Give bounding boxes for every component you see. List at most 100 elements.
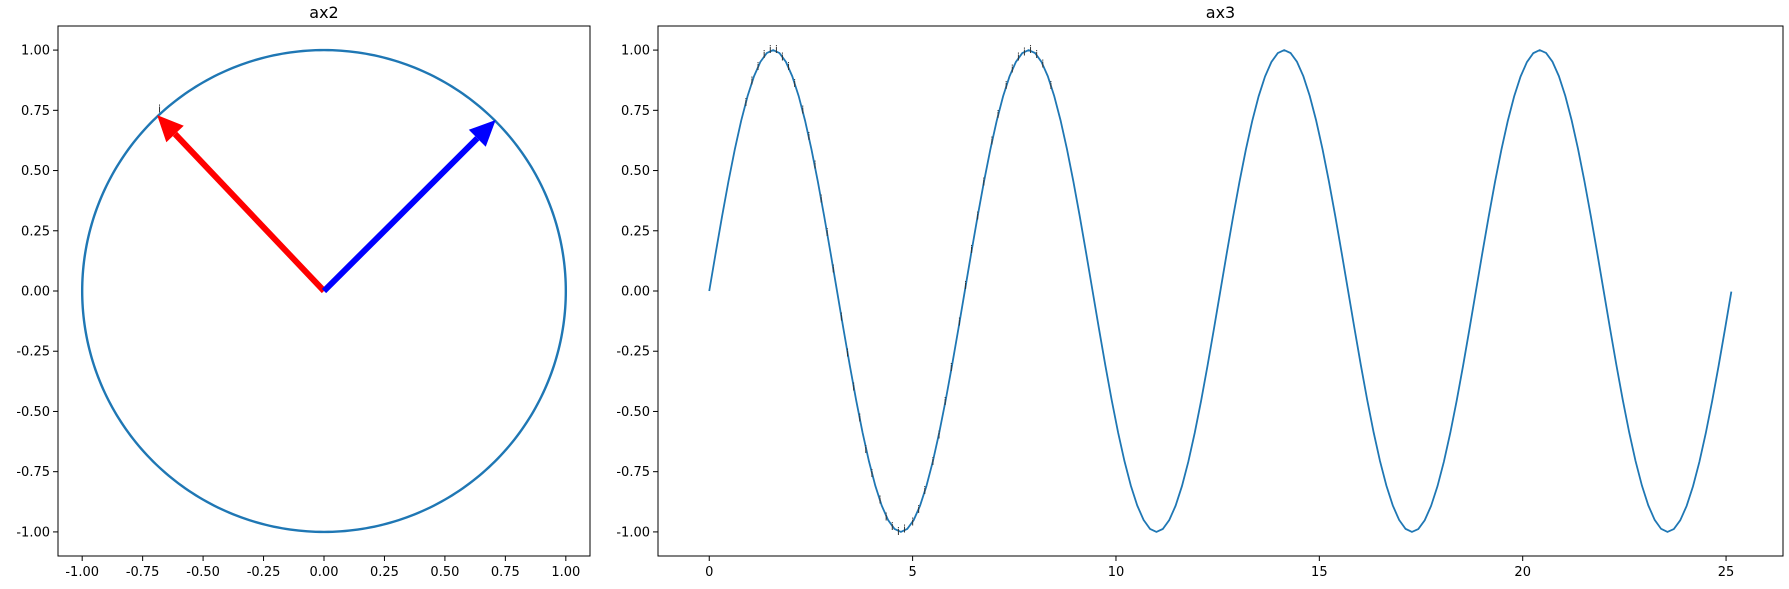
annotation-label: i xyxy=(852,380,855,393)
y-tick-label: 1.00 xyxy=(621,44,650,59)
y-axis-ax2: -1.00 -0.75 -0.50 -0.25 0.00 0.25 0.50 0.75 1.00 xyxy=(16,44,58,540)
y-tick-label: 0.25 xyxy=(21,224,50,239)
x-tick-label: -0.75 xyxy=(126,565,160,580)
annotation-label: i xyxy=(911,515,914,528)
annotation-label: i xyxy=(1023,46,1026,59)
x-tick-label: 1.00 xyxy=(551,565,580,580)
annotation-label: i xyxy=(870,467,873,480)
annotation-label: i xyxy=(964,279,967,292)
chart-title-ax2: ax2 xyxy=(309,3,338,22)
annotation-label: i xyxy=(793,77,796,90)
annotation-label: i xyxy=(897,525,900,538)
x-tick-label: 20 xyxy=(1514,565,1531,580)
annotation-label: i xyxy=(840,311,843,324)
x-tick-label: 0.75 xyxy=(491,565,520,580)
annotation-label: i xyxy=(931,455,934,468)
annotation-label: i xyxy=(826,226,829,239)
annotation-label: i xyxy=(846,347,849,360)
x-tick-label: -1.00 xyxy=(65,565,99,580)
annotation-label: i xyxy=(1005,79,1008,92)
y-tick-label: 0.00 xyxy=(621,285,650,300)
arrow-shaft-blue xyxy=(321,136,480,294)
y-tick-label: 0.50 xyxy=(621,164,650,179)
x-tick-label: 5 xyxy=(908,565,916,580)
annotation-label: i xyxy=(820,192,823,205)
annotation-label: i xyxy=(864,443,867,456)
annotation-label: i xyxy=(1029,43,1032,56)
annotation-label: i xyxy=(950,361,953,374)
annotation-label: i xyxy=(1011,62,1014,75)
annotation-label: i xyxy=(1035,48,1038,61)
annotation-label: i xyxy=(917,503,920,516)
y-tick-label: -0.25 xyxy=(16,345,50,360)
circle-series-line xyxy=(80,48,568,534)
annotation-label: i xyxy=(769,43,772,56)
chart-panel-ax2: ax2 i -1.00 -0.75 -0.50 -0.25 0.00 0.25 0.50 0.… xyxy=(16,3,591,580)
annotation-label: i xyxy=(885,510,888,523)
annotation-label: i xyxy=(832,262,835,275)
x-tick-label: 0.25 xyxy=(370,565,399,580)
annotation-label: i xyxy=(781,50,784,63)
y-tick-label: 0.50 xyxy=(21,164,50,179)
annotation-label: i xyxy=(763,48,766,61)
plot-area-ax2: i xyxy=(80,48,568,534)
annotation-label: i xyxy=(158,103,161,116)
x-tick-label: 0 xyxy=(705,565,713,580)
annotation-label: i xyxy=(996,108,999,121)
annotation-label: i xyxy=(976,209,979,222)
y-tick-label: -0.25 xyxy=(616,345,650,360)
annotation-label: i xyxy=(750,74,753,87)
annotation-label: i xyxy=(1041,58,1044,71)
y-axis-ax3: -1.00 -0.75 -0.50 -0.25 0.00 0.25 0.50 0.75 1.00 xyxy=(616,44,658,540)
x-tick-label: 15 xyxy=(1311,565,1328,580)
y-tick-label: -1.00 xyxy=(16,525,50,540)
y-tick-label: 0.75 xyxy=(621,104,650,119)
annotation-label: i xyxy=(787,60,790,73)
arrow-head-blue xyxy=(468,119,496,147)
y-tick-label: 0.00 xyxy=(21,285,50,300)
arrow-head-red xyxy=(157,115,184,143)
arrow-shaft-red xyxy=(172,131,327,294)
x-tick-label: -0.25 xyxy=(247,565,281,580)
annotation-label: i xyxy=(807,130,810,143)
y-tick-label: -0.50 xyxy=(16,405,50,420)
annotation-label: i xyxy=(757,60,760,73)
sine-series-line xyxy=(708,49,1733,533)
x-tick-label: 10 xyxy=(1108,565,1125,580)
annotation-label: i xyxy=(801,103,804,116)
y-tick-label: 1.00 xyxy=(21,44,50,59)
annotation-label: i xyxy=(990,135,993,148)
y-tick-label: -0.75 xyxy=(16,465,50,480)
annotation-label: i xyxy=(1017,50,1020,63)
annotation-label: i xyxy=(879,494,882,507)
y-tick-label: -0.75 xyxy=(616,465,650,480)
annotation-label: i xyxy=(903,523,906,536)
annotation-label: i xyxy=(958,315,961,328)
y-tick-label: 0.25 xyxy=(621,224,650,239)
annotation-label: i xyxy=(813,159,816,172)
annotation-label: i xyxy=(970,243,973,256)
annotation-label: i xyxy=(1049,79,1052,92)
chart-title-ax3: ax3 xyxy=(1206,3,1235,22)
annotation-label: i xyxy=(923,484,926,497)
y-tick-label: -1.00 xyxy=(616,525,650,540)
x-tick-label: 0.50 xyxy=(430,565,459,580)
annotation-label: i xyxy=(938,429,941,442)
annotation-label: i xyxy=(891,520,894,533)
x-axis-ax3: 0 5 10 15 20 25 xyxy=(705,556,1734,580)
annotation-label: i xyxy=(944,395,947,408)
annotation-label: i xyxy=(982,176,985,189)
x-tick-label: -0.50 xyxy=(186,565,220,580)
x-tick-label: 0.00 xyxy=(310,565,339,580)
x-axis-ax2: -1.00 -0.75 -0.50 -0.25 0.00 0.25 0.50 0.75 1.00 xyxy=(65,556,580,580)
annotation-label: i xyxy=(858,412,861,425)
y-tick-label: -0.50 xyxy=(616,405,650,420)
y-tick-label: 0.75 xyxy=(21,104,50,119)
annotation-label: i xyxy=(775,43,778,56)
annotation-label: i xyxy=(744,96,747,109)
x-tick-label: 25 xyxy=(1718,565,1735,580)
